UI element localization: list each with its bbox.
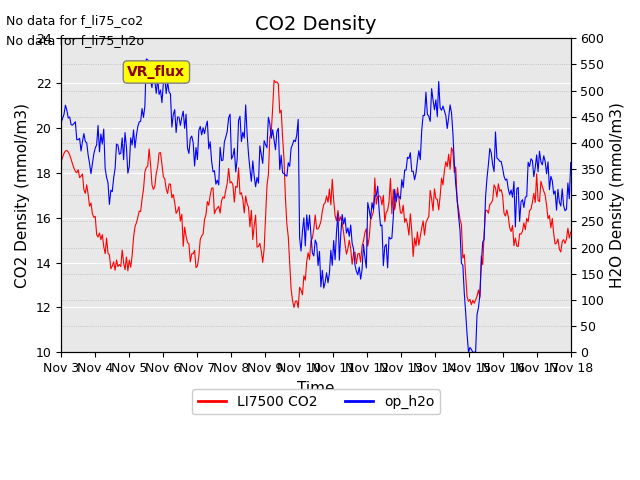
op_h2o [58,120,65,125]
op_h2o [211,168,218,174]
Legend: LI7500 CO2, op_h2o: LI7500 CO2, op_h2o [192,389,440,414]
Line: LI7500 CO2: LI7500 CO2 [61,80,571,308]
Title: CO2 Density: CO2 Density [255,15,377,34]
op_h2o [228,156,236,162]
Text: No data for f_li75_h2o: No data for f_li75_h2o [6,34,145,47]
LI7500 CO2 [270,77,278,83]
LI7500 CO2 [120,260,127,265]
Y-axis label: CO2 Density (mmol/m3): CO2 Density (mmol/m3) [15,103,30,288]
LI7500 CO2 [58,159,65,165]
Text: No data for f_li75_co2: No data for f_li75_co2 [6,14,143,27]
op_h2o [465,349,472,355]
LI7500 CO2 [209,185,217,191]
Text: VR_flux: VR_flux [127,65,186,79]
op_h2o [541,159,549,165]
Line: op_h2o: op_h2o [61,59,571,352]
LI7500 CO2 [235,165,243,171]
X-axis label: Time: Time [297,381,335,396]
LI7500 CO2 [567,229,575,235]
Y-axis label: H2O Density (mmol/m3): H2O Density (mmol/m3) [610,102,625,288]
op_h2o [282,172,289,178]
LI7500 CO2 [541,192,549,198]
op_h2o [143,56,150,62]
LI7500 CO2 [226,180,234,186]
op_h2o [567,160,575,166]
LI7500 CO2 [282,195,289,201]
op_h2o [236,113,244,119]
op_h2o [120,157,127,163]
LI7500 CO2 [294,305,302,311]
